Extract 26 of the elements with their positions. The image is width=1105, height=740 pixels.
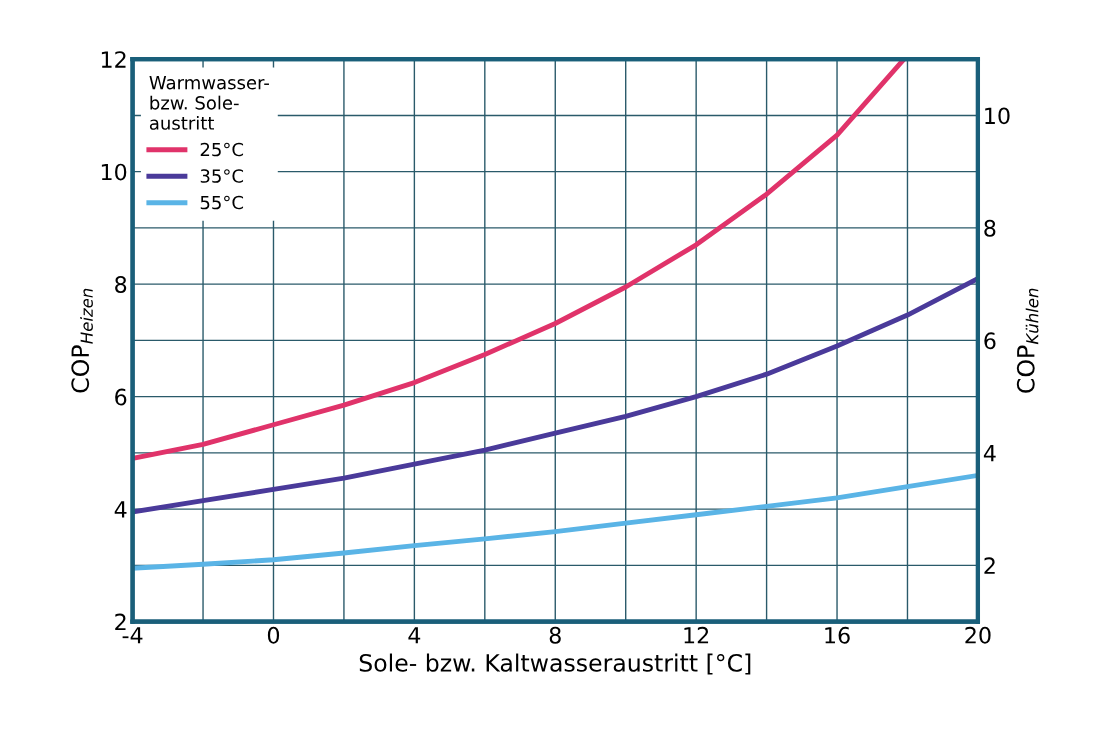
y-tick-label: 6 (115, 388, 127, 406)
x-tick-label: 16 (825, 626, 850, 644)
line-series (132, 59, 907, 461)
x-tick-label: 12 (684, 626, 709, 644)
y-tick-label: 12 (101, 51, 126, 68)
legend-label: 55°C (200, 195, 244, 210)
x-tick-label: 8 (549, 626, 561, 644)
y-tick-label: 8 (115, 276, 127, 293)
line-series (132, 276, 978, 515)
x-axis-title: Sole- bzw. Kaltwasseraustritt [°C] (359, 653, 751, 675)
y-tick-label: 4 (114, 501, 127, 518)
x-tick-label: 4 (408, 627, 421, 644)
y2-tick-label: 6 (984, 332, 996, 350)
x-tick-label: 20 (965, 626, 991, 644)
y-tick-label: 10 (101, 163, 127, 181)
line-series (132, 472, 978, 571)
y2-tick-label: 4 (983, 445, 996, 462)
y2-axis-title: COP$_{Kühlen}$ (1016, 288, 1039, 393)
y-axis-title: COP$_{Heizen}$ (71, 288, 93, 393)
legend-label: 35°C (200, 169, 244, 183)
legend-label: 25°C (200, 142, 244, 157)
y2-tick-label: 10 (985, 107, 1010, 125)
legend-title: Warmwasser- bzw. Sole- austritt (149, 76, 269, 130)
x-tick-label: 0 (267, 626, 280, 644)
y2-tick-label: 2 (984, 557, 995, 574)
y2-tick-label: 8 (984, 219, 996, 237)
